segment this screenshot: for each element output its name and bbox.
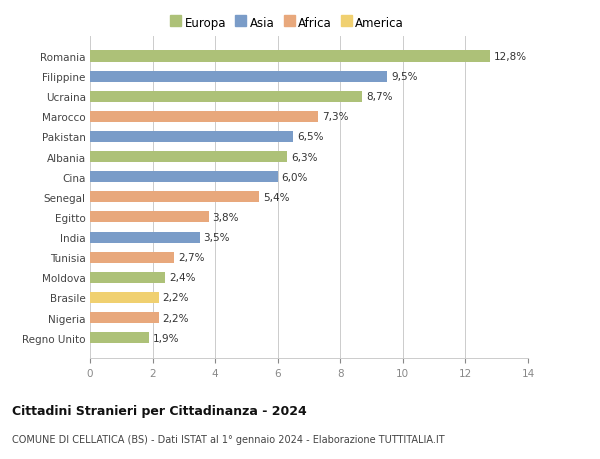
Bar [90,192,259,203]
Text: 7,3%: 7,3% [322,112,349,122]
Text: 2,2%: 2,2% [163,293,189,303]
Bar [90,51,490,62]
Text: 2,4%: 2,4% [169,273,196,283]
Text: 12,8%: 12,8% [494,52,527,62]
Text: COMUNE DI CELLATICA (BS) - Dati ISTAT al 1° gennaio 2024 - Elaborazione TUTTITAL: COMUNE DI CELLATICA (BS) - Dati ISTAT al… [12,434,445,444]
Bar [90,312,159,323]
Text: Cittadini Stranieri per Cittadinanza - 2024: Cittadini Stranieri per Cittadinanza - 2… [12,404,307,417]
Text: 2,7%: 2,7% [178,252,205,263]
Bar [90,232,199,243]
Bar [90,91,362,102]
Bar [90,172,278,183]
Text: 6,0%: 6,0% [281,172,308,182]
Text: 6,5%: 6,5% [297,132,323,142]
Bar [90,151,287,163]
Text: 9,5%: 9,5% [391,72,418,82]
Text: 1,9%: 1,9% [153,333,179,343]
Bar [90,212,209,223]
Bar [90,132,293,143]
Bar [90,112,319,123]
Bar [90,292,159,303]
Text: 6,3%: 6,3% [291,152,317,162]
Bar [90,332,149,343]
Text: 3,5%: 3,5% [203,233,230,242]
Text: 2,2%: 2,2% [163,313,189,323]
Text: 5,4%: 5,4% [263,192,289,202]
Bar [90,272,165,283]
Legend: Europa, Asia, Africa, America: Europa, Asia, Africa, America [170,17,404,30]
Text: 3,8%: 3,8% [212,213,239,223]
Bar [90,72,387,83]
Bar [90,252,175,263]
Text: 8,7%: 8,7% [366,92,392,102]
